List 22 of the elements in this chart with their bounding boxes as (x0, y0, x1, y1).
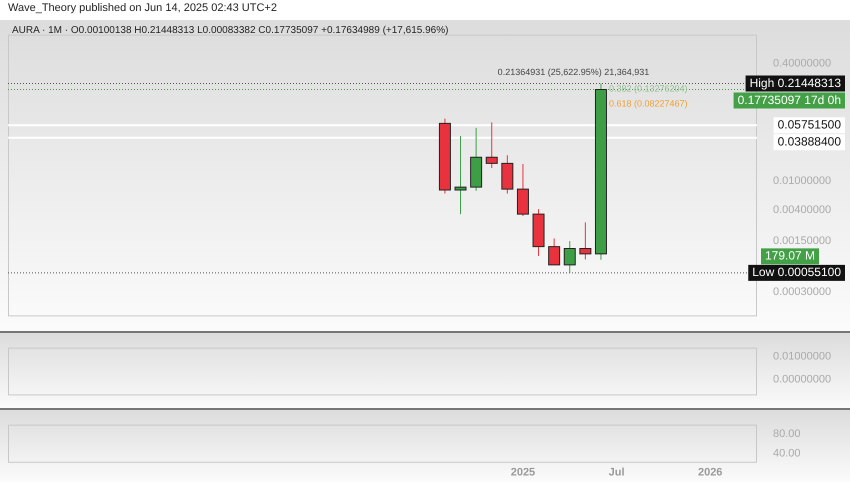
text: 179.07 M (765, 248, 816, 263)
x-tick-label: Jul (608, 466, 625, 478)
chart-title: Wave_Theory published on Jun 14, 2025 02:43 UTC+2 (8, 2, 277, 14)
y-tick-label: 80.00 (773, 428, 801, 440)
x-tick-label: 2026 (698, 466, 722, 478)
y-tick-label: 0.00400000 (773, 204, 832, 216)
annotation: 0.618 (0.08227467) (608, 98, 688, 109)
ref-line-label: High 0.21448313 (750, 76, 842, 90)
y-tick-label: 40.00 (773, 447, 801, 460)
y-tick-label: 0.01000000 (773, 174, 832, 187)
y-tick-label: 0.00150000 (773, 235, 832, 248)
ref-line-label: Low 0.00055100 (752, 265, 842, 280)
ref-line-label: 0.17735097 17d 0h (738, 92, 841, 107)
annotation: 0.382 (0.13276204) (608, 84, 688, 94)
y-tick-label: 0.00030000 (773, 286, 832, 298)
x-tick-label: 2025 (510, 466, 536, 478)
y-tick-label: 0.00000000 (773, 374, 832, 386)
chart-subtitle: AURA · 1M · O0.00100138 H0.21448313 L0.00083382 C0.17735097 +0.17634989 (+17,615.96%) (12, 25, 448, 36)
annotation: 0.21364931 (25,622.95%) 21,364,931 (498, 67, 650, 78)
ref-line-label: 0.05751500 (778, 118, 842, 132)
y-tick-label: 0.01000000 (773, 350, 832, 363)
ref-line-label: 0.03888400 (778, 134, 842, 149)
